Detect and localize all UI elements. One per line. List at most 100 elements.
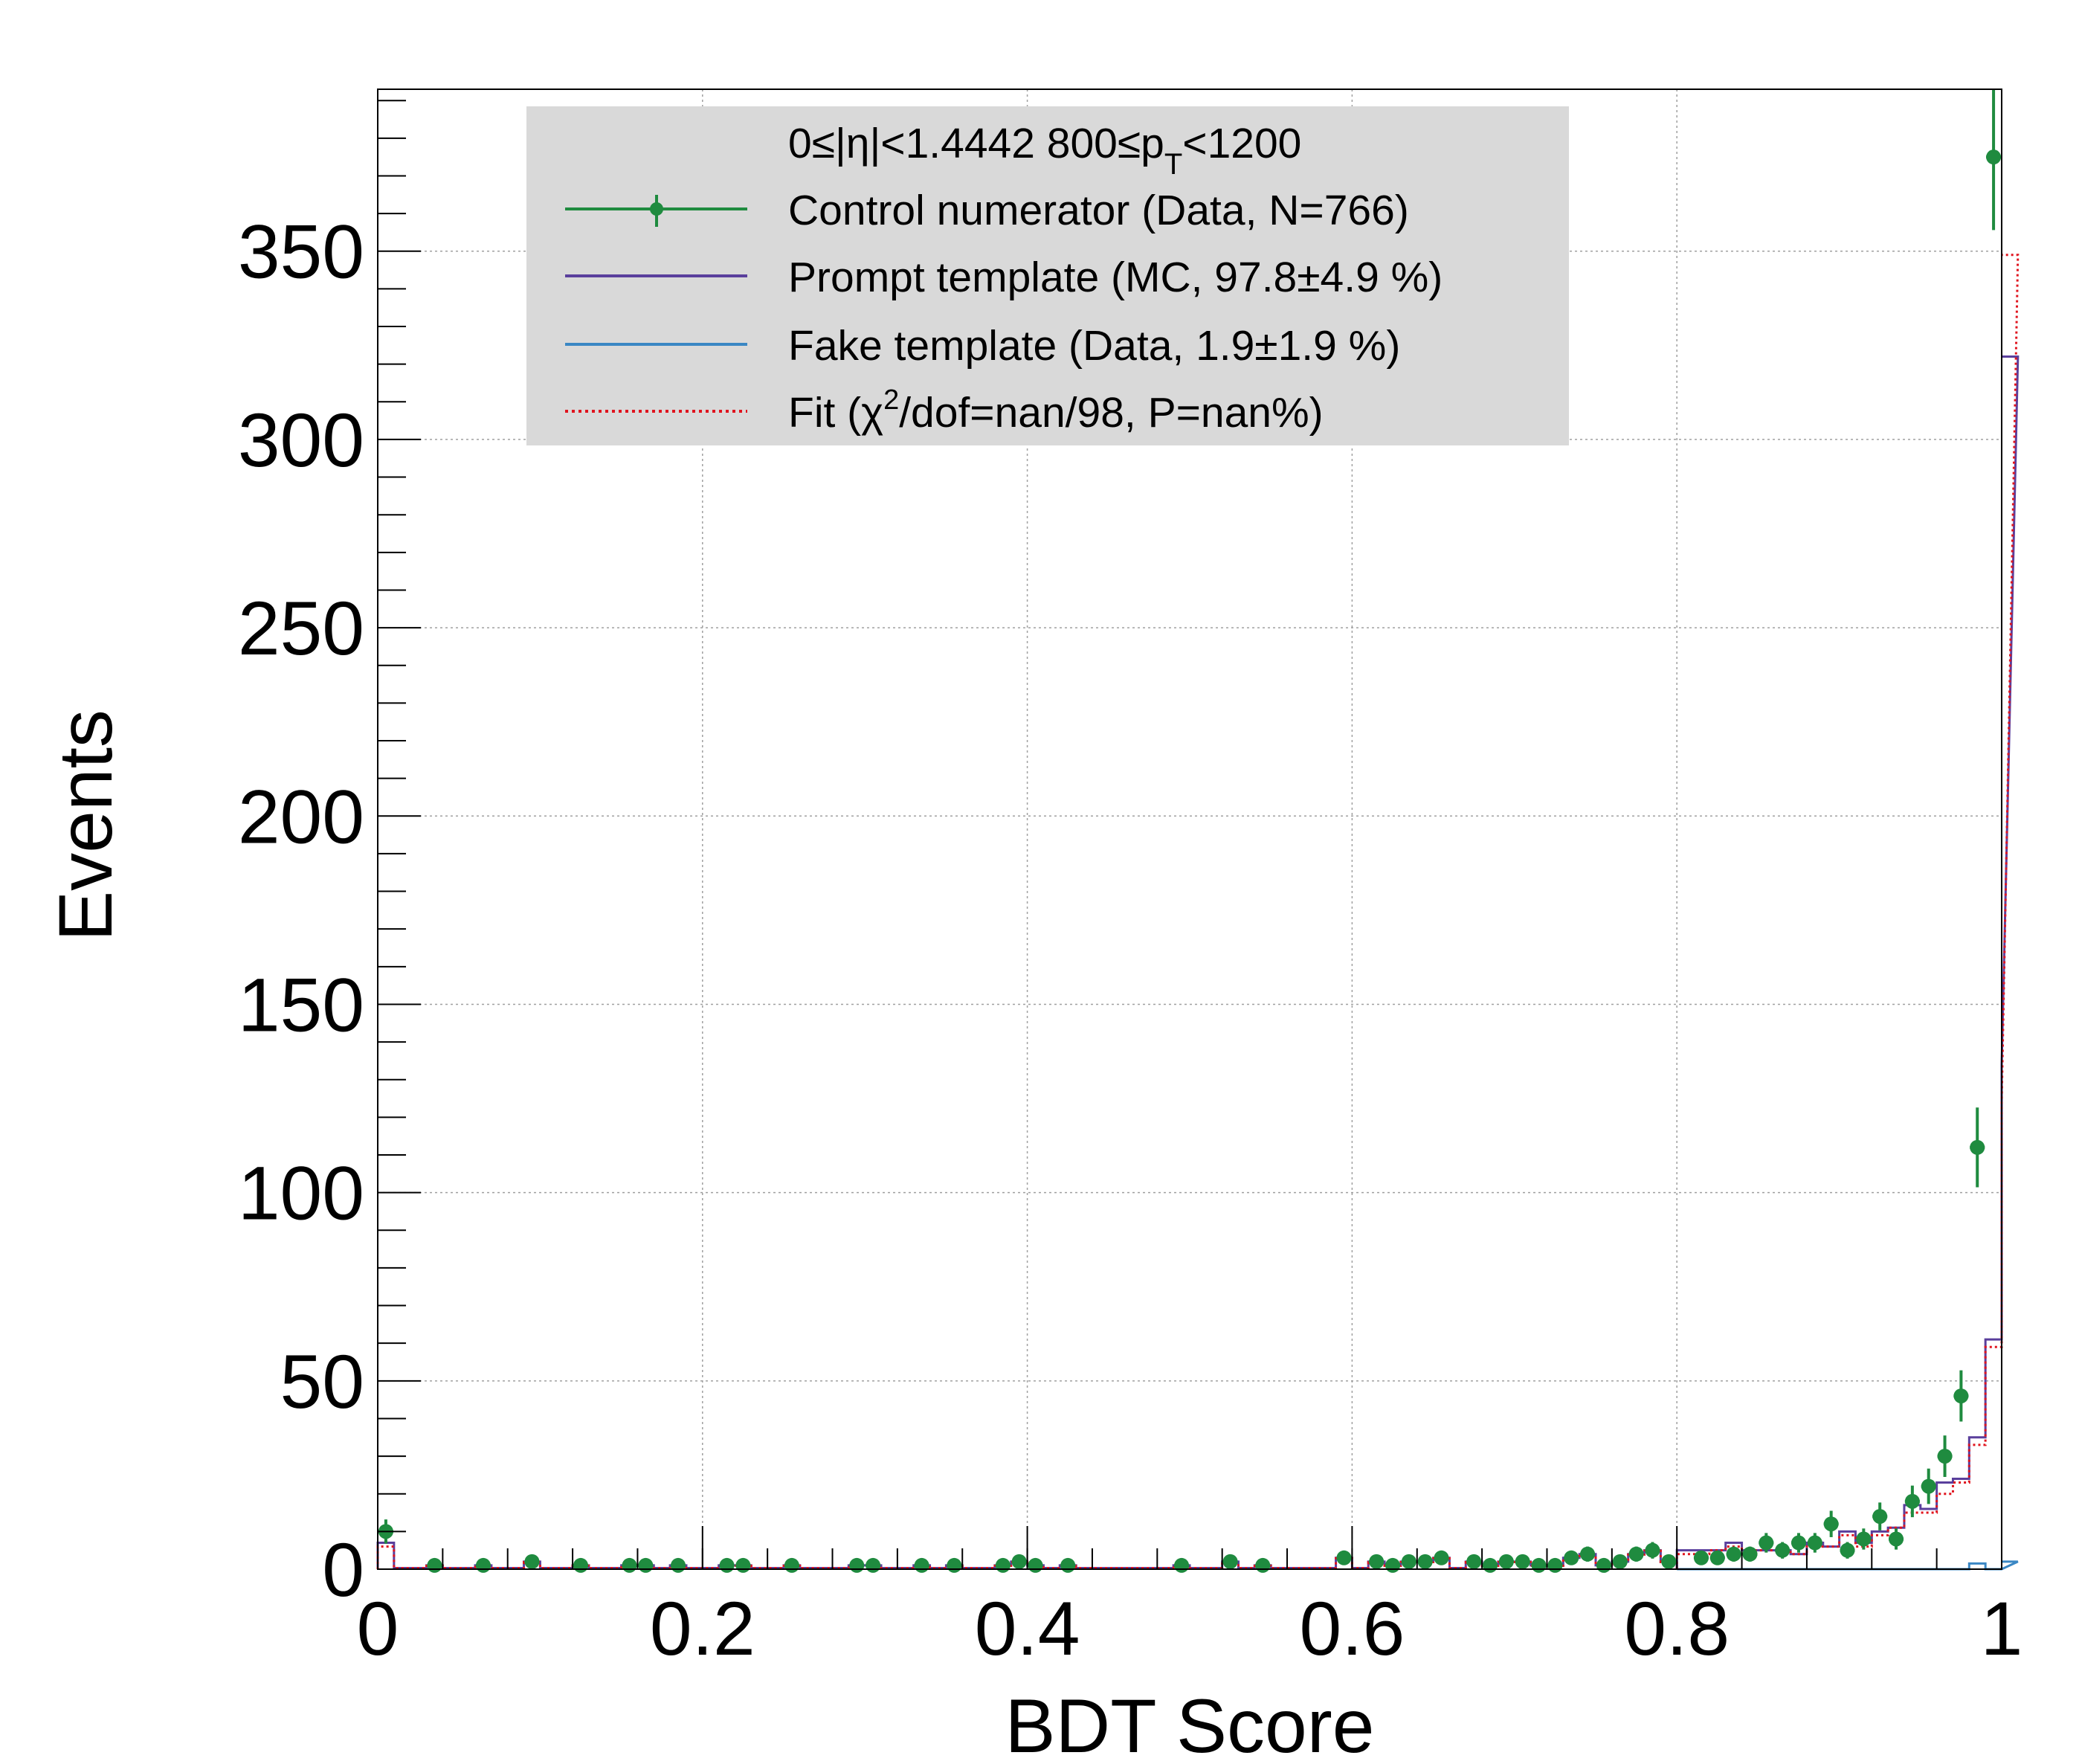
data-marker	[573, 1557, 588, 1573]
data-point	[1434, 1550, 1449, 1565]
data-point	[1953, 1370, 1969, 1422]
data-point	[1970, 1107, 1985, 1188]
data-point	[1759, 1533, 1774, 1553]
data-marker	[1483, 1557, 1498, 1573]
y-tick-labels: 0 50 100 150 200 250 300 350	[238, 210, 364, 1612]
data-point	[719, 1557, 735, 1573]
data-point	[1921, 1468, 1936, 1504]
data-marker	[1596, 1557, 1611, 1573]
data-points	[378, 89, 2002, 1573]
data-marker	[1628, 1546, 1644, 1562]
y-tick-label: 250	[238, 586, 364, 671]
data-marker	[1255, 1557, 1271, 1573]
data-point	[914, 1557, 929, 1573]
data-marker	[1547, 1557, 1563, 1573]
data-marker	[1531, 1557, 1547, 1573]
data-marker	[1336, 1550, 1352, 1565]
data-marker	[1921, 1478, 1936, 1494]
data-point	[849, 1557, 865, 1573]
data-marker	[914, 1557, 929, 1573]
data-point	[1742, 1546, 1758, 1562]
data-point	[1369, 1554, 1385, 1569]
data-point	[1515, 1554, 1530, 1569]
data-point	[1775, 1542, 1790, 1559]
data-marker	[1661, 1554, 1677, 1569]
data-point	[784, 1557, 799, 1573]
legend-entry-prompt: Prompt template (MC, 97.8±4.9 %)	[788, 254, 1443, 301]
data-marker	[1498, 1554, 1514, 1569]
data-marker	[1986, 149, 2002, 165]
data-point	[1693, 1550, 1709, 1565]
y-tick-label: 150	[238, 962, 364, 1047]
data-point	[1174, 1557, 1190, 1573]
data-marker	[849, 1557, 865, 1573]
data-marker	[622, 1557, 637, 1573]
data-marker	[1823, 1516, 1839, 1532]
data-marker	[1872, 1509, 1888, 1525]
data-point	[1791, 1533, 1806, 1553]
legend-entry-data: Control numerator (Data, N=766)	[788, 187, 1409, 234]
data-point	[1222, 1554, 1238, 1569]
data-marker	[995, 1557, 1011, 1573]
data-marker	[1693, 1550, 1709, 1565]
data-marker	[1417, 1554, 1433, 1569]
data-point	[1564, 1550, 1579, 1565]
x-tick-label: 0.2	[650, 1586, 755, 1671]
data-marker	[1466, 1554, 1482, 1569]
data-marker	[1791, 1535, 1806, 1551]
data-marker	[1580, 1546, 1596, 1562]
data-point	[1612, 1554, 1628, 1569]
data-marker	[475, 1557, 491, 1573]
data-point	[1986, 89, 2002, 231]
legend-header-main: 0≤|η|<1.4442 800≤p	[788, 120, 1164, 167]
plot-frame	[377, 88, 2002, 1570]
data-marker	[524, 1554, 540, 1569]
data-point	[1060, 1557, 1076, 1573]
data-point	[1840, 1542, 1855, 1559]
data-point	[1483, 1557, 1498, 1573]
axis-ticks	[377, 100, 2002, 1570]
data-marker	[1645, 1542, 1660, 1558]
data-marker	[671, 1557, 686, 1573]
y-tick-label: 50	[280, 1339, 364, 1424]
y-tick-label: 350	[238, 210, 364, 294]
data-point	[1889, 1528, 1904, 1550]
data-marker	[1174, 1557, 1190, 1573]
data-marker	[1807, 1535, 1822, 1551]
data-marker	[1011, 1554, 1027, 1569]
x-tick-labels: 0 0.2 0.4 0.6 0.8 1	[357, 1586, 2023, 1671]
data-point	[1547, 1557, 1563, 1573]
y-axis-title: Events	[43, 709, 128, 941]
data-point	[995, 1557, 1011, 1573]
data-marker	[1222, 1554, 1238, 1569]
legend-header: 0≤|η|<1.4442 800≤pT<1200	[788, 120, 1301, 181]
data-point	[475, 1557, 491, 1573]
data-point	[735, 1557, 751, 1573]
data-marker	[1434, 1550, 1449, 1565]
y-tick-label: 200	[238, 774, 364, 859]
legend-header-sub: T	[1164, 148, 1182, 181]
data-point	[1498, 1554, 1514, 1569]
data-marker	[1564, 1550, 1579, 1565]
data-point	[622, 1557, 637, 1573]
legend-fit-pre: Fit (χ	[788, 389, 883, 437]
data-point	[638, 1557, 654, 1573]
data-point	[1580, 1546, 1596, 1562]
x-axis-title: BDT Score	[1005, 1684, 1375, 1764]
data-marker	[1612, 1554, 1628, 1569]
data-marker	[1709, 1550, 1725, 1565]
data-point	[1856, 1528, 1872, 1550]
legend-entry-fit: Fit (χ2/dof=nan/98, P=nan%)	[788, 384, 1324, 437]
data-marker	[1028, 1557, 1043, 1573]
data-point	[1661, 1554, 1677, 1569]
data-point	[573, 1557, 588, 1573]
y-tick-label: 300	[238, 398, 364, 483]
data-marker	[1060, 1557, 1076, 1573]
y-tick-label: 0	[322, 1528, 364, 1612]
data-point	[1028, 1557, 1043, 1573]
x-tick-label: 0	[357, 1586, 399, 1671]
data-marker	[866, 1557, 881, 1573]
data-marker	[1775, 1542, 1790, 1558]
data-marker	[638, 1557, 654, 1573]
